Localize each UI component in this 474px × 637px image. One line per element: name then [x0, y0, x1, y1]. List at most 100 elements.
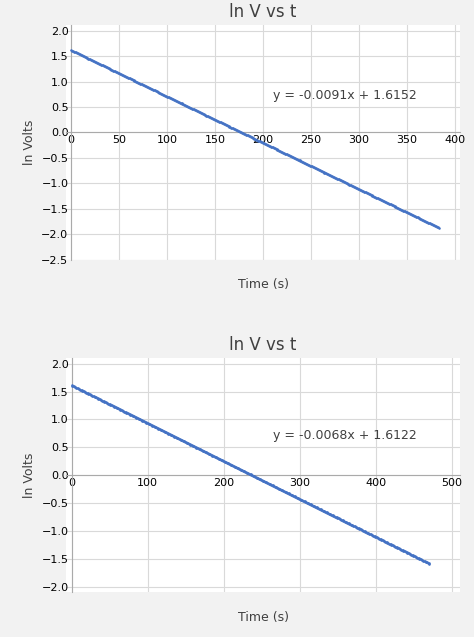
Point [137, 415, 144, 425]
Point [385, 199, 392, 209]
Point [242, 129, 250, 140]
Point [348, 520, 356, 530]
Point [190, 441, 197, 451]
Point [173, 433, 181, 443]
Point [278, 485, 285, 495]
Point [412, 211, 419, 222]
Point [381, 536, 388, 547]
Point [159, 426, 167, 436]
Point [108, 400, 115, 410]
Point [403, 548, 411, 558]
Point [85, 389, 93, 399]
Point [77, 385, 85, 395]
Point [175, 97, 182, 107]
Point [386, 539, 393, 549]
Point [186, 103, 194, 113]
Point [421, 556, 428, 566]
Point [330, 511, 338, 521]
Point [143, 82, 151, 92]
Point [326, 169, 333, 180]
Point [250, 471, 257, 481]
Point [152, 86, 159, 96]
Point [392, 202, 399, 212]
Point [80, 386, 88, 396]
Point [370, 191, 377, 201]
Point [227, 122, 234, 132]
Point [191, 105, 199, 115]
Point [354, 183, 362, 194]
Point [196, 107, 203, 117]
Point [374, 533, 382, 543]
Point [365, 529, 373, 539]
Point [218, 118, 226, 128]
Point [74, 48, 82, 59]
Point [280, 486, 288, 496]
Point [132, 412, 139, 422]
Point [386, 199, 393, 209]
Point [157, 89, 165, 99]
Point [233, 125, 241, 136]
Point [156, 88, 164, 98]
Point [281, 148, 288, 158]
Point [264, 478, 272, 489]
Point [407, 549, 414, 559]
Point [215, 454, 222, 464]
Point [290, 491, 298, 501]
Point [346, 180, 354, 190]
Point [301, 497, 309, 507]
Point [183, 101, 191, 111]
Point [212, 452, 220, 462]
Point [243, 130, 251, 140]
Point [306, 499, 314, 509]
Point [217, 117, 225, 127]
Point [393, 542, 401, 552]
Point [353, 522, 360, 533]
Point [187, 440, 195, 450]
Point [127, 410, 135, 420]
Point [363, 188, 371, 198]
Point [368, 190, 375, 200]
Point [300, 496, 308, 506]
Point [322, 507, 329, 517]
Point [382, 536, 389, 547]
Point [266, 479, 274, 489]
Point [396, 204, 404, 214]
Point [320, 167, 328, 177]
Point [175, 434, 183, 444]
Point [352, 522, 359, 532]
Point [417, 554, 424, 564]
Point [314, 503, 321, 513]
Point [388, 200, 395, 210]
Point [117, 404, 124, 415]
Point [315, 503, 323, 513]
Point [302, 159, 310, 169]
Point [407, 550, 415, 560]
Point [342, 178, 349, 188]
Point [69, 381, 76, 391]
Point [299, 495, 306, 505]
Point [151, 422, 158, 432]
Point [169, 431, 177, 441]
Point [167, 429, 174, 440]
Point [400, 205, 407, 215]
Point [409, 550, 416, 561]
Point [393, 543, 401, 553]
Point [86, 389, 94, 399]
Point [172, 433, 180, 443]
Point [92, 57, 100, 68]
Point [104, 62, 111, 73]
Point [318, 505, 326, 515]
Point [291, 491, 299, 501]
Point [112, 67, 120, 77]
Point [162, 90, 169, 101]
Point [349, 520, 357, 531]
Point [231, 124, 239, 134]
Point [252, 134, 259, 144]
Point [182, 100, 189, 110]
Point [133, 76, 140, 87]
Point [342, 517, 349, 527]
Point [224, 458, 231, 468]
Point [340, 176, 347, 187]
Point [275, 483, 283, 494]
Point [262, 477, 270, 487]
